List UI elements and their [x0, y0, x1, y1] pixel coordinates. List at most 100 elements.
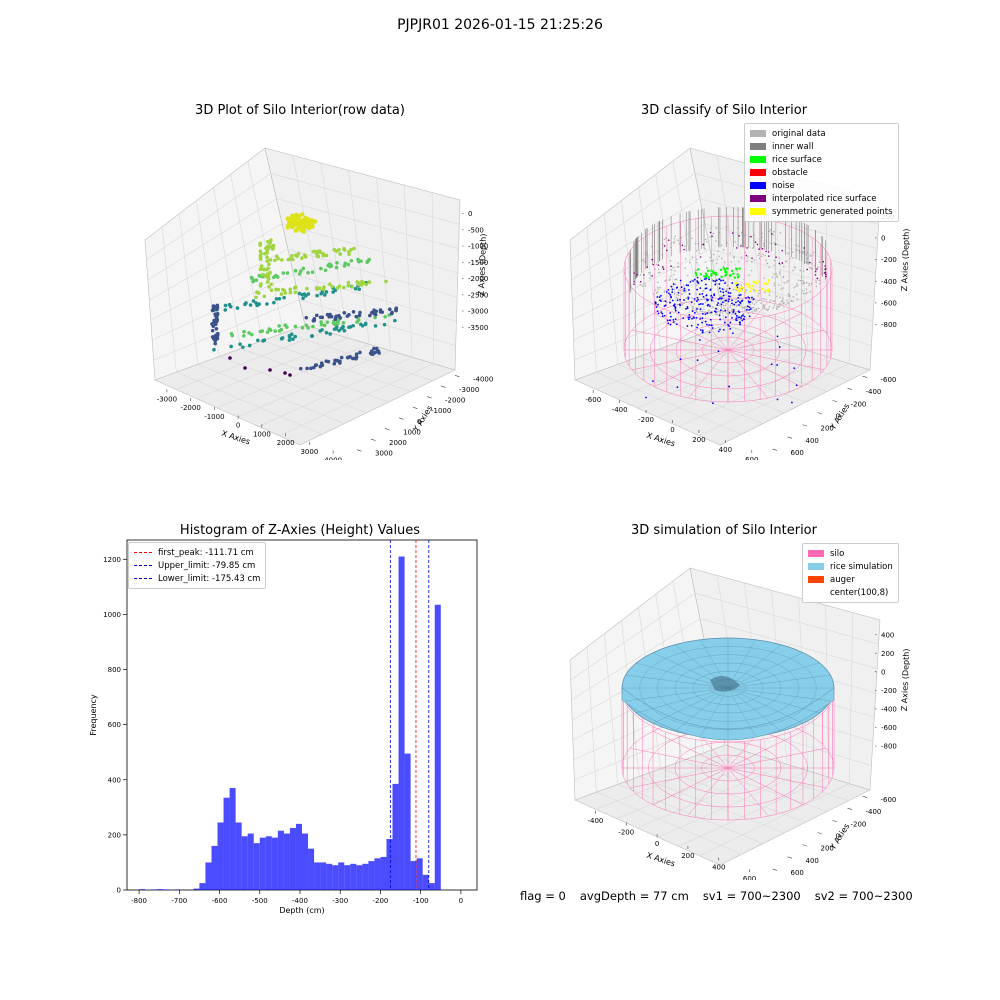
raw-point: [301, 229, 307, 234]
histogram-bar: [241, 836, 248, 890]
sim-mesh-spoke: [700, 687, 729, 737]
cls-original-point: [775, 272, 778, 275]
cls-original-point: [661, 298, 663, 301]
cls-noise-point: [711, 296, 714, 299]
cls-noise-point: [669, 293, 672, 296]
raw-point: [326, 359, 331, 364]
cls-original-point: [686, 274, 689, 277]
sim-z-tick: -400: [881, 706, 897, 714]
cls-noise-point: [728, 287, 731, 290]
cls-noise-point: [719, 290, 722, 293]
raw-point: [267, 262, 271, 267]
cls-rice-point: [695, 273, 698, 277]
raw-y-tick: 2000: [389, 439, 407, 447]
raw-point: [393, 318, 397, 323]
cls-noise-point: [678, 303, 681, 306]
cls-original-point: [691, 237, 693, 239]
raw-point: [372, 346, 376, 351]
cls-noise-point: [701, 317, 704, 319]
cls-original-point: [747, 256, 749, 258]
legend-item: original data: [750, 127, 893, 140]
sim-y-tick: 600: [791, 869, 804, 877]
sim-mesh-spoke: [625, 687, 729, 702]
cls-original-point: [654, 268, 656, 271]
cls-symmetric-point: [752, 280, 755, 283]
raw-point: [302, 253, 307, 257]
cls-noise-point: [724, 309, 727, 312]
cls-noise-point: [720, 279, 722, 282]
sim-mesh-spoke: [636, 687, 729, 714]
cls-noise-point: [720, 303, 723, 306]
cls-original-point: [672, 266, 675, 269]
cls-original-point: [748, 274, 750, 276]
raw-point: [244, 301, 248, 305]
cls-rice-point: [730, 269, 734, 273]
cls-original-point: [676, 266, 679, 269]
raw-y-tick-mark: [356, 449, 362, 452]
raw-point: [306, 271, 310, 275]
histogram-y-tick: 200: [108, 831, 121, 839]
raw-point: [328, 282, 332, 286]
cls-noise-point: [679, 298, 681, 301]
histogram-x-tick: -500: [252, 897, 268, 905]
cls-original-point: [763, 277, 766, 279]
cls-interp-point: [770, 232, 773, 235]
cls-silo-spoke: [727, 349, 825, 371]
raw-y-tick-mark: [440, 385, 446, 388]
cls-original-point: [718, 313, 721, 315]
cls-original-point: [724, 281, 727, 283]
raw-point: [319, 266, 323, 271]
raw-plot-title: 3D Plot of Silo Interior(row data): [195, 103, 405, 118]
raw-point: [351, 356, 355, 361]
cls-y-tick: 200: [821, 425, 834, 433]
cls-noise-point: [718, 287, 721, 290]
raw-point: [293, 290, 298, 295]
cls-original-point: [695, 293, 697, 295]
cls-rice-point: [738, 267, 741, 270]
raw-point: [293, 268, 298, 273]
cls-original-point: [779, 231, 782, 234]
cls-original-point: [663, 291, 666, 294]
cls-original-point: [768, 301, 771, 303]
cls-noise-point: [714, 280, 717, 283]
cls-noise-point: [670, 295, 672, 298]
cls-original-point: [673, 288, 676, 291]
cls-original-point: [712, 305, 714, 308]
cls-original-point: [797, 245, 799, 247]
raw-point: [338, 252, 343, 256]
cls-interp-point: [662, 268, 665, 271]
cls-original-point: [801, 289, 804, 292]
sim-silo-spoke: [727, 767, 804, 805]
cls-original-point: [795, 293, 798, 296]
cls-original-point: [762, 243, 765, 245]
raw-point: [360, 281, 365, 286]
histogram-bar: [398, 556, 405, 890]
cls-original-point: [797, 279, 800, 282]
raw-point: [281, 287, 285, 292]
cls-original-point: [779, 271, 781, 273]
cls-noise-point: [708, 324, 711, 326]
cls-original-point: [648, 277, 651, 279]
raw-point: [212, 347, 216, 352]
cls-noise-point: [659, 299, 661, 302]
cls-original-point: [787, 252, 789, 255]
raw-point: [328, 332, 332, 336]
cls-noise-point: [695, 316, 698, 319]
legend-swatch: [808, 563, 824, 570]
raw-point: [274, 297, 279, 301]
cls-noise-point: [719, 297, 721, 299]
cls-original-point: [659, 286, 661, 289]
cls-interp-point: [814, 270, 817, 273]
cls-original-point: [804, 293, 807, 295]
cls-noise-point: [705, 294, 708, 297]
cls-original-point: [709, 256, 711, 259]
cls-original-point: [770, 299, 772, 302]
raw-point: [352, 246, 356, 251]
raw-point: [354, 356, 358, 361]
cls-noise-point: [687, 288, 690, 291]
cls-original-point: [777, 306, 780, 308]
cls-original-point: [682, 284, 685, 287]
cls-symmetric-point: [747, 285, 751, 289]
cls-original-point: [751, 310, 753, 313]
cls-original-point: [792, 295, 795, 298]
